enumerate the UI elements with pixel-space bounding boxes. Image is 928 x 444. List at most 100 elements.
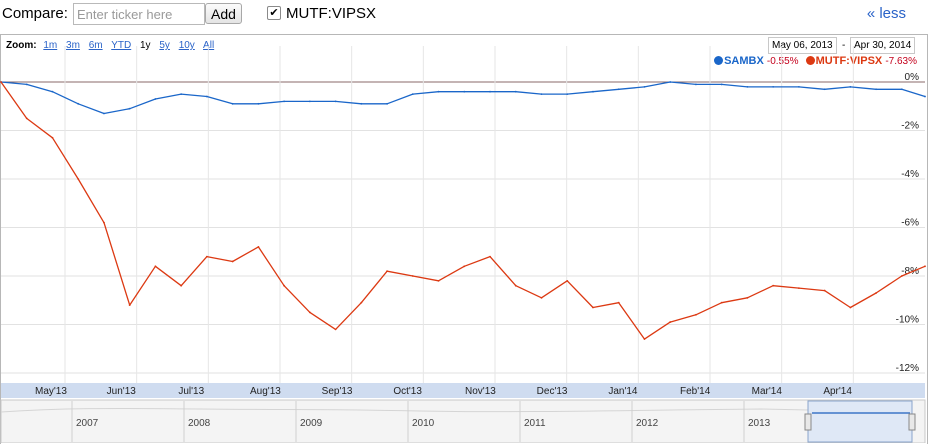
data-point xyxy=(617,88,620,91)
data-point xyxy=(308,311,311,314)
zoom-1m[interactable]: 1m xyxy=(43,40,58,51)
navigator-right-handle[interactable] xyxy=(908,413,916,431)
date-range-end[interactable]: Apr 30, 2014 xyxy=(850,37,916,54)
data-point xyxy=(797,287,800,290)
data-point xyxy=(154,98,157,100)
data-point xyxy=(103,112,105,115)
y-tick-label: -6% xyxy=(901,218,919,229)
chart-legend: SAMBX -0.55% MUTF:VIPSX -7.63% xyxy=(714,55,921,67)
legend-name-sambx: SAMBX xyxy=(724,55,764,67)
x-tick-label: Aug'13 xyxy=(250,386,281,397)
data-point xyxy=(540,296,543,299)
series-checkbox-label: MUTF:VIPSX xyxy=(286,5,377,22)
zoom-1y[interactable]: 1y xyxy=(140,40,151,51)
data-point xyxy=(566,93,569,96)
x-tick-label: Jun'13 xyxy=(107,386,137,397)
x-tick-label: Sep'13 xyxy=(322,386,353,397)
x-tick-label: Oct'13 xyxy=(393,386,422,397)
x-tick-label: Jan'14 xyxy=(608,386,638,397)
navigator-history-line xyxy=(0,407,809,413)
navigator-left-handle[interactable] xyxy=(804,413,812,431)
data-point xyxy=(411,275,414,277)
line-chart[interactable]: 0% -2% -4% -6% -8% -10% -12% May'13 Jun'13 Jul'1… xyxy=(0,34,926,443)
data-point xyxy=(463,265,466,268)
data-point xyxy=(154,265,157,268)
data-point xyxy=(489,90,491,93)
data-point xyxy=(849,85,852,88)
navigator-year-label: 2009 xyxy=(300,418,323,429)
data-point xyxy=(463,90,466,93)
x-axis-band xyxy=(1,383,925,398)
y-tick-label: -8% xyxy=(901,266,919,277)
data-point xyxy=(257,102,260,105)
data-point xyxy=(592,306,594,309)
navigator-year-label: 2011 xyxy=(524,418,546,429)
zoom-controls: Zoom: 1m 3m 6m YTD 1y 5y 10y All xyxy=(6,40,220,51)
compare-label: Compare: xyxy=(2,5,68,22)
y-tick-label: -4% xyxy=(901,169,919,180)
data-point xyxy=(875,88,877,91)
data-point xyxy=(643,338,646,340)
navigator-year-label: 2013 xyxy=(748,418,771,429)
navigator-bar[interactable] xyxy=(0,399,926,443)
zoom-ytd[interactable]: YTD xyxy=(111,40,132,51)
data-point xyxy=(128,107,131,110)
legend-dot-sambx xyxy=(714,56,724,65)
less-link[interactable]: « less xyxy=(866,5,906,22)
data-point xyxy=(772,284,775,287)
data-point xyxy=(77,178,80,180)
data-point xyxy=(772,85,775,88)
zoom-10y[interactable]: 10y xyxy=(178,40,195,51)
navigator-selection[interactable] xyxy=(807,400,913,443)
zoom-label: Zoom: xyxy=(6,40,37,51)
legend-dot-vipsx xyxy=(805,56,815,65)
navigator-year-label: 2012 xyxy=(636,418,659,429)
data-point xyxy=(51,136,54,139)
data-point xyxy=(924,95,926,98)
data-point xyxy=(206,255,208,258)
zoom-6m[interactable]: 6m xyxy=(88,40,103,51)
series-checkbox[interactable]: ✔ xyxy=(267,6,281,20)
series-line xyxy=(0,81,926,340)
zoom-all[interactable]: All xyxy=(203,40,215,51)
data-point xyxy=(231,260,234,263)
y-tick-label: 0% xyxy=(905,72,920,83)
data-point xyxy=(360,102,363,105)
data-point xyxy=(514,90,517,93)
data-point xyxy=(746,85,749,88)
data-point xyxy=(411,93,414,96)
data-point xyxy=(489,255,491,258)
series-line xyxy=(0,81,926,115)
data-point xyxy=(308,100,311,103)
legend-change-vipsx: -7.63% xyxy=(885,56,917,67)
data-point xyxy=(823,88,826,91)
ticker-input[interactable] xyxy=(73,3,205,25)
navigator-year-label: 2007 xyxy=(76,418,99,429)
zoom-3m[interactable]: 3m xyxy=(66,40,80,51)
date-range-start[interactable]: May 06, 2013 xyxy=(768,37,837,54)
data-point xyxy=(386,102,388,105)
add-button[interactable]: Add xyxy=(205,3,242,24)
data-point xyxy=(128,304,131,306)
data-point xyxy=(746,296,749,299)
data-point xyxy=(231,102,234,105)
data-point xyxy=(695,83,697,86)
x-tick-label: May'13 xyxy=(35,386,67,397)
x-tick-label: Feb'14 xyxy=(680,386,711,397)
data-point xyxy=(617,301,620,304)
data-point xyxy=(875,292,877,294)
data-point xyxy=(25,83,28,86)
x-tick-label: Dec'13 xyxy=(537,386,568,397)
zoom-5y[interactable]: 5y xyxy=(159,40,170,51)
data-point xyxy=(386,270,388,273)
date-range-separator: - xyxy=(842,40,846,51)
data-point xyxy=(669,81,672,83)
x-tick-label: Nov'13 xyxy=(465,386,496,397)
data-point xyxy=(643,85,646,88)
navigator-year-label: 2008 xyxy=(188,418,211,429)
data-point xyxy=(103,221,105,224)
navigator-year-label: 2010 xyxy=(412,418,435,429)
data-point xyxy=(695,313,697,316)
data-point xyxy=(669,321,672,323)
data-point xyxy=(566,279,569,282)
